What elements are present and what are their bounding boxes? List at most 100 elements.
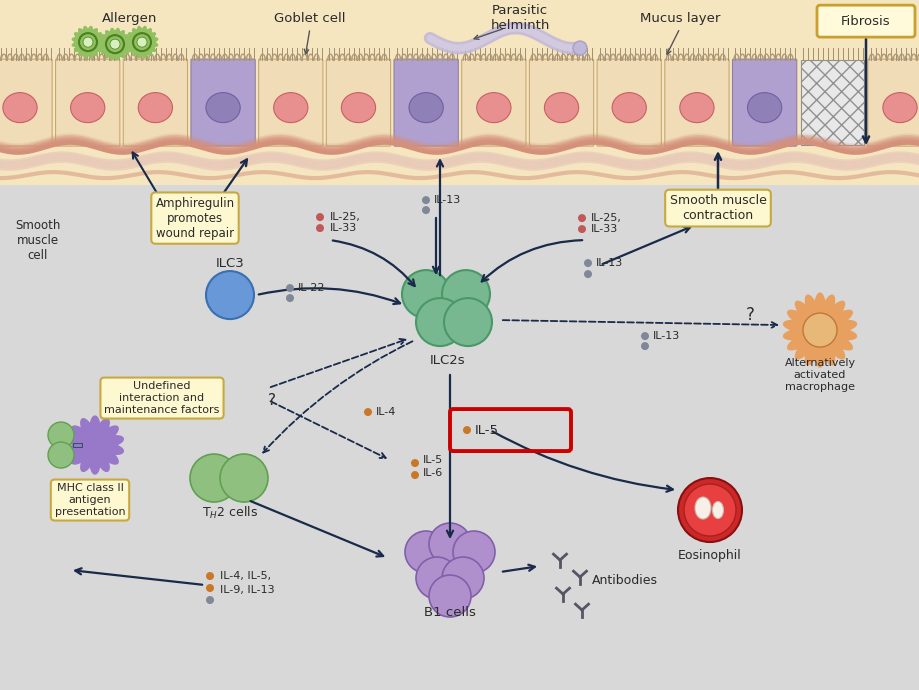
Text: IL-9, IL-13: IL-9, IL-13 [220,585,275,595]
Circle shape [48,422,74,448]
FancyBboxPatch shape [664,59,728,146]
Text: IL-25,: IL-25, [590,213,621,223]
Polygon shape [66,416,123,474]
Circle shape [402,270,449,318]
Polygon shape [99,28,130,60]
Circle shape [206,596,214,604]
Circle shape [641,342,648,350]
FancyBboxPatch shape [326,59,391,146]
Circle shape [190,454,238,502]
Circle shape [422,196,429,204]
Circle shape [206,584,214,592]
Ellipse shape [3,92,37,123]
Text: Allergen: Allergen [102,12,157,25]
Text: Goblet cell: Goblet cell [274,12,346,25]
Circle shape [452,531,494,573]
Circle shape [428,523,471,565]
Circle shape [584,259,591,267]
Text: ?: ? [267,393,276,408]
FancyBboxPatch shape [528,59,593,146]
Polygon shape [783,293,856,367]
Text: Undefined
interaction and
maintenance factors: Undefined interaction and maintenance fa… [104,382,220,415]
Circle shape [802,313,836,347]
Circle shape [411,459,418,467]
Text: T$_H$2 cells: T$_H$2 cells [202,505,257,521]
Circle shape [462,426,471,434]
Text: B1 cells: B1 cells [424,606,475,618]
Text: ILC3: ILC3 [215,257,244,270]
Text: IL-13: IL-13 [652,331,679,341]
FancyBboxPatch shape [123,59,187,146]
Ellipse shape [882,92,916,123]
Circle shape [83,37,93,47]
Circle shape [286,294,294,302]
Ellipse shape [273,92,308,123]
Text: ILC2s: ILC2s [430,353,465,366]
Text: Parasitic
helminth: Parasitic helminth [490,4,549,32]
Circle shape [641,332,648,340]
Circle shape [577,225,585,233]
Text: IL-5: IL-5 [474,424,498,437]
Text: Eosinophil: Eosinophil [677,549,741,562]
Circle shape [584,270,591,278]
Circle shape [137,37,147,47]
FancyBboxPatch shape [596,59,661,146]
Text: IL-4, IL-5,: IL-4, IL-5, [220,571,271,581]
FancyBboxPatch shape [393,59,458,146]
Text: IL-13: IL-13 [596,258,622,268]
Circle shape [110,39,119,49]
Ellipse shape [409,92,443,123]
Text: Fibrosis: Fibrosis [840,14,890,28]
Text: Antibodies: Antibodies [591,573,657,586]
Circle shape [206,271,254,319]
Ellipse shape [694,497,710,519]
Circle shape [315,224,323,232]
Polygon shape [73,26,104,58]
Text: IL-33: IL-33 [330,223,357,233]
Text: IL-6: IL-6 [423,468,443,478]
Circle shape [577,214,585,222]
Circle shape [415,298,463,346]
Circle shape [79,33,96,51]
Text: IL-13: IL-13 [434,195,460,205]
Ellipse shape [679,92,713,123]
Circle shape [573,41,586,55]
Text: IL-33: IL-33 [590,224,618,234]
FancyBboxPatch shape [0,59,52,146]
Circle shape [441,557,483,599]
Circle shape [220,454,267,502]
FancyBboxPatch shape [0,185,919,690]
Ellipse shape [611,92,646,123]
Text: MHC class II
antigen
presentation: MHC class II antigen presentation [54,484,125,517]
Circle shape [422,206,429,214]
Circle shape [415,557,458,599]
Ellipse shape [71,92,105,123]
Text: IL-4: IL-4 [376,407,396,417]
FancyBboxPatch shape [732,59,796,146]
Ellipse shape [544,92,578,123]
Circle shape [133,33,151,51]
Ellipse shape [138,92,173,123]
Ellipse shape [341,92,375,123]
Circle shape [286,284,294,292]
Ellipse shape [476,92,510,123]
Text: Amphiregulin
promotes
wound repair: Amphiregulin promotes wound repair [155,197,234,239]
Circle shape [677,478,742,542]
Ellipse shape [746,92,781,123]
Circle shape [441,270,490,318]
Circle shape [48,442,74,468]
Circle shape [444,298,492,346]
Ellipse shape [711,502,722,518]
Circle shape [315,213,323,221]
Text: Smooth muscle
contraction: Smooth muscle contraction [669,194,766,222]
Text: IL-25,: IL-25, [330,212,360,222]
FancyBboxPatch shape [816,5,914,37]
Text: Alternatively
activated
macrophage: Alternatively activated macrophage [784,359,855,392]
Circle shape [428,575,471,617]
Text: Mucus layer: Mucus layer [639,12,720,25]
Circle shape [364,408,371,416]
Circle shape [411,471,418,479]
Text: ?: ? [744,306,754,324]
Text: IL-22: IL-22 [298,283,325,293]
Circle shape [683,484,735,536]
